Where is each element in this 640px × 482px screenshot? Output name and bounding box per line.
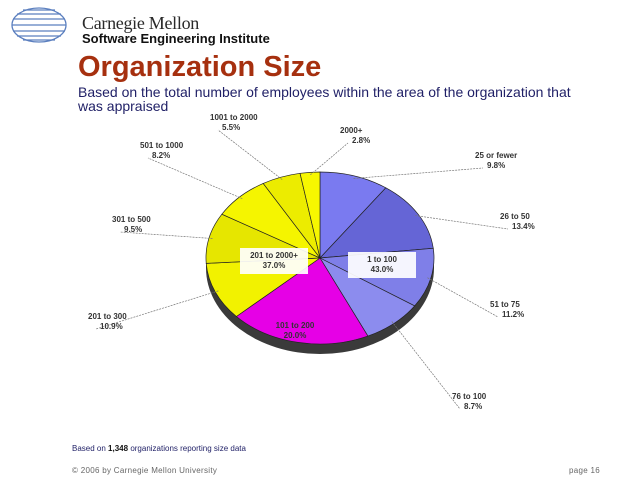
footnote-suffix: organizations reporting size data [130,444,246,453]
logo-institute-name: Software Engineering Institute [82,31,270,46]
slice-percent: 2.8% [352,136,370,145]
slice-label: 25 or fewer [475,151,517,160]
logo-university-name: Carnegie Mellon [82,13,199,33]
slice-label: 1001 to 2000 [210,113,258,122]
slice-label: 301 to 500 [112,215,151,224]
leader-line [415,215,509,230]
group-percent: 20.0% [284,331,307,340]
slice-label: 76 to 100 [452,392,487,401]
slice-percent: 9.8% [487,161,505,170]
group-label: 101 to 200 [276,321,315,330]
slice-label: 501 to 1000 [140,141,184,150]
leader-line [353,167,484,179]
pie-slice-101-to-200 [235,257,369,345]
slice-label: 26 to 50 [500,212,530,221]
slice-percent: 9.5% [124,225,142,234]
leader-line [391,321,461,410]
group-label: 201 to 2000+ [250,251,298,260]
slice-percent: 11.2% [502,310,524,319]
slice-label: 2000+ [340,126,363,135]
leader-line [119,231,213,239]
slice-label: 51 to 75 [490,300,520,309]
footnote-prefix: Based on [72,444,106,453]
group-label: 1 to 100 [367,255,397,264]
slice-percent: 10.9% [100,322,123,331]
leader-line [427,277,499,318]
leader-line [95,290,219,330]
slice-percent: 8.7% [464,402,482,411]
group-box [348,252,416,278]
leader-line [147,157,243,199]
leader-line [310,142,349,176]
slice-percent: 13.4% [512,222,535,231]
slide-title: Organization Size [78,51,322,83]
footnote-count: 1,348 [108,444,129,453]
copyright-text: © 2006 by Carnegie Mellon University [72,466,218,475]
pie-slice-26-to-50 [319,187,434,259]
group-percent: 37.0% [263,261,286,270]
leader-line [217,129,283,180]
cmu-globe-logo-icon [11,7,67,43]
header-logo: Carnegie Mellon Software Engineering Ins… [10,6,272,46]
slice-percent: 5.5% [222,123,240,132]
pie-slice-2000- [299,171,321,259]
group-percent: 43.0% [371,265,394,274]
page-number: page 16 [568,466,600,475]
chart-footnote: Based on 1,348 organizations reporting s… [72,444,246,453]
slide-subtitle: Based on the total number of employees w… [78,84,571,114]
slice-percent: 8.2% [152,151,170,160]
group-box [240,248,308,274]
slice-label: 201 to 300 [88,312,127,321]
